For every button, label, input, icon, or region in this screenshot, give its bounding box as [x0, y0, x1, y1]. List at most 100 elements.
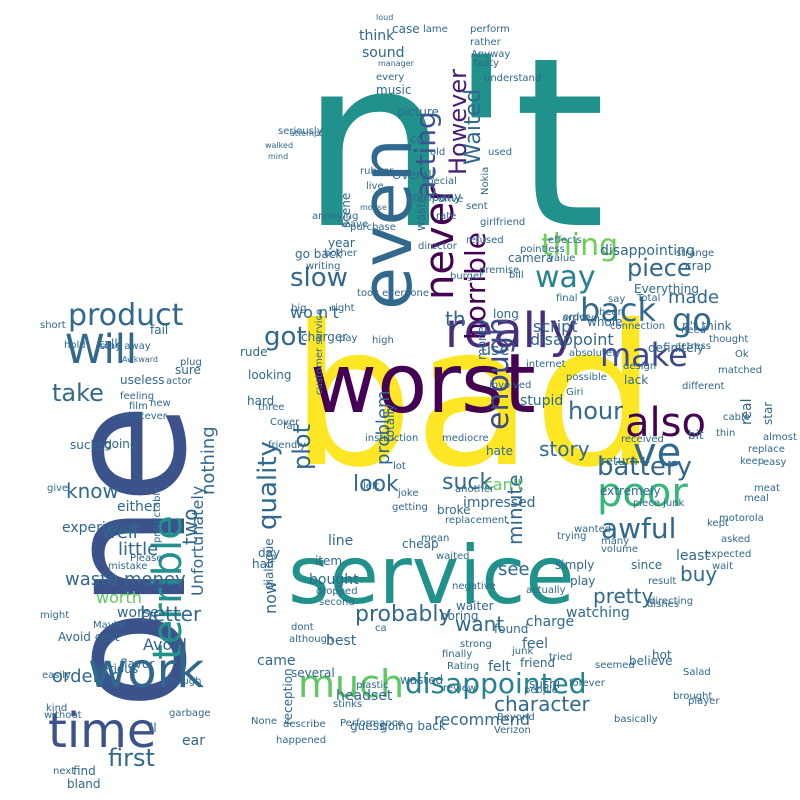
- word-refused-290: refused: [466, 235, 504, 246]
- word-bland-151: bland: [67, 777, 101, 791]
- word-verizon-219: Verizon: [494, 725, 531, 736]
- word-rate-252: rate: [436, 211, 457, 222]
- word-going-back-128: going back: [380, 719, 446, 733]
- word-rating-212: Rating: [447, 661, 480, 672]
- word-give-158: give: [47, 483, 69, 494]
- word-walked-169: walked: [265, 141, 294, 150]
- word-thin-272: thin: [716, 428, 736, 439]
- word-negative-279: negative: [452, 581, 496, 592]
- word-ll-159: ll: [150, 721, 157, 735]
- word-stinks-222: stinks: [333, 699, 363, 710]
- word-wanted-294: wanted: [574, 524, 612, 535]
- word-kept-197: kept: [707, 518, 729, 529]
- word-whole-189: whole: [587, 315, 623, 329]
- word-matched-193: matched: [718, 365, 763, 376]
- word-impressed-111: impressed: [463, 495, 536, 511]
- word-cheap-203: cheap: [402, 537, 439, 551]
- word-least-106: least: [676, 548, 710, 564]
- word-pay-235: pay: [339, 333, 358, 344]
- word-arrived-247: arrived: [562, 313, 598, 324]
- word-order-254: order: [563, 312, 590, 323]
- word-different-194: different: [682, 381, 725, 392]
- word-rather-295: rather: [470, 37, 501, 48]
- word-none-220: None: [251, 716, 278, 727]
- word-nothing-40: nothing: [198, 426, 219, 495]
- word-ok-271: Ok: [735, 349, 749, 360]
- word-cable-286: cable: [723, 412, 750, 423]
- word-might-156: might: [40, 610, 70, 621]
- word-piece-junk-257: piece junk: [633, 498, 685, 509]
- word-tried-210: tried: [549, 652, 573, 663]
- word-whatever-144: whatever: [120, 411, 167, 422]
- word-pointless-184: pointless: [520, 244, 565, 255]
- word-plug-165: plug: [180, 357, 202, 368]
- word-return-113: return: [601, 454, 638, 468]
- word-absolutely-188: absolutely: [569, 348, 621, 359]
- word-item-92: item: [315, 554, 343, 568]
- word-script-63: script: [533, 317, 578, 336]
- word-happened-218: happened: [276, 735, 327, 746]
- word-describe-217: describe: [283, 719, 326, 730]
- word-basically-215: basically: [614, 714, 658, 725]
- word-time-9: time: [48, 703, 157, 759]
- word-awkward-162: Awkward: [122, 355, 158, 364]
- word-flavor-147: flavor: [120, 657, 155, 671]
- word-back-21: back: [580, 291, 657, 329]
- word-stupid-110: stupid: [520, 393, 564, 409]
- word-girlfriend-291: girlfriend: [480, 217, 526, 228]
- word-use-65: use: [481, 340, 510, 359]
- word-thought-191: thought: [709, 334, 749, 345]
- word-crap-79: crap: [685, 259, 712, 273]
- word-ordered-48: ordered: [52, 666, 123, 687]
- word-trying-250: trying: [557, 531, 587, 542]
- word-connection-248: connection: [610, 321, 666, 332]
- word-disappointed-13: disappointed: [405, 667, 587, 700]
- word-either-132: either: [117, 499, 159, 515]
- word-writing-239: writing: [306, 261, 341, 272]
- word-attempt-171: attempt: [290, 129, 323, 138]
- word-left-229: left: [363, 481, 380, 492]
- word-n-t-think-68: n't think: [682, 319, 732, 333]
- word-drive-243: drive: [438, 194, 464, 205]
- word-star-118: star: [761, 401, 775, 425]
- word-cover-233: Cover: [270, 417, 300, 428]
- word-really-7: really: [445, 303, 578, 359]
- word-poor-15: poor: [597, 470, 688, 516]
- word-customer-service-88: customer service: [314, 308, 325, 395]
- word-fail-139: fail: [150, 323, 169, 337]
- word-total-256: Total: [637, 293, 661, 304]
- word-joke-281: joke: [398, 488, 419, 499]
- word-waited-29: Waited: [461, 88, 486, 165]
- word-bad-1: bad: [290, 283, 658, 510]
- word-music-73: music: [376, 83, 412, 97]
- word-predictable-163: predictable: [152, 486, 163, 543]
- word-charger-89: charger: [301, 330, 348, 344]
- word-stay-away-161: stay away: [100, 341, 151, 352]
- word-mediocre-206: mediocre: [442, 433, 489, 444]
- word-th-67: th: [445, 307, 466, 331]
- word-actually-278: actually: [526, 585, 566, 596]
- word-since-107: since: [631, 558, 663, 572]
- word-waste-money-45: waste money: [65, 569, 186, 590]
- word-several-96: several: [291, 666, 335, 680]
- word-internet-284: internet: [526, 359, 566, 370]
- word-premise-186: premise: [479, 265, 520, 276]
- word-dont-224: dont: [291, 622, 314, 633]
- word-hard-120: hard: [247, 394, 275, 408]
- word-everything-80: Everything: [634, 282, 699, 296]
- word-waste-83: waste: [414, 195, 428, 231]
- word-though-148: though: [166, 676, 202, 687]
- word-wasted-129: wasted: [400, 673, 444, 687]
- word-broke-121: broke: [437, 503, 471, 517]
- word-value-183: value: [548, 253, 576, 264]
- word-worth-49: worth: [96, 588, 142, 607]
- word-take-38: take: [52, 379, 104, 407]
- word-tasty-296: tasty: [474, 58, 500, 69]
- word-piece-35: piece: [627, 254, 692, 282]
- word-replacement-280: replacement: [445, 515, 509, 526]
- word-slow-31: slow: [290, 263, 348, 293]
- word-case-72: case: [392, 22, 420, 36]
- word-day-124: day: [258, 546, 281, 560]
- word-junk-275: junk: [512, 646, 534, 657]
- word-watching-101: watching: [566, 605, 630, 621]
